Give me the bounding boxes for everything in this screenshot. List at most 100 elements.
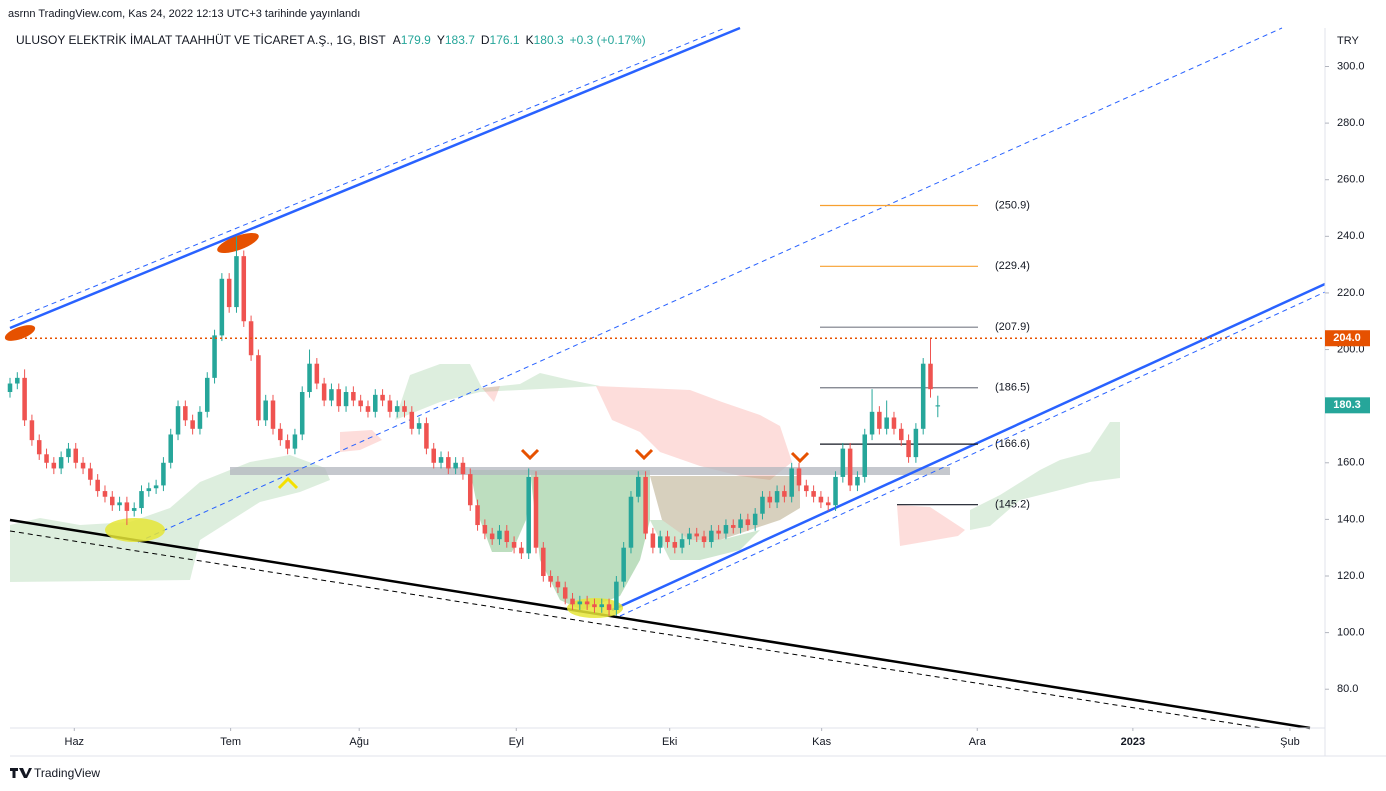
candle-body xyxy=(511,542,517,548)
candle-body xyxy=(913,428,919,458)
candle-body xyxy=(899,428,904,441)
candle-body xyxy=(606,604,612,610)
candle-body xyxy=(373,394,378,412)
candle-body xyxy=(694,533,699,537)
candle-body xyxy=(628,496,634,548)
y-tick-label: 200.0 xyxy=(1337,343,1365,355)
candle-body xyxy=(95,479,100,492)
price-badge-label: 204.0 xyxy=(1333,332,1361,344)
candle-body xyxy=(139,491,144,509)
candle-body xyxy=(650,533,656,548)
candle-body xyxy=(204,377,210,412)
candle-body xyxy=(723,525,729,534)
candle-body xyxy=(168,434,173,463)
candle-body xyxy=(329,389,334,401)
candle-body xyxy=(782,491,787,497)
candle-body xyxy=(15,377,20,384)
candle-body xyxy=(131,508,137,511)
candle-body xyxy=(321,383,327,401)
x-tick-label: Haz xyxy=(65,736,85,748)
candle-body xyxy=(431,448,436,463)
candle-body xyxy=(278,428,283,441)
candle-body xyxy=(745,519,751,526)
currency: TRY xyxy=(1337,35,1359,47)
candle-body xyxy=(541,547,546,576)
candle-body xyxy=(73,448,79,463)
candle-body xyxy=(884,417,889,429)
price-badge xyxy=(1325,330,1370,347)
candle-body xyxy=(44,454,49,463)
x-tick-label: 2023 xyxy=(1121,736,1145,748)
candle-body xyxy=(577,601,583,605)
candle-body xyxy=(475,505,480,526)
candle-body xyxy=(292,434,298,449)
candle-body xyxy=(533,476,539,548)
candle-body xyxy=(351,392,356,401)
candle-body xyxy=(709,530,714,543)
fib-label: (166.6) xyxy=(995,438,1030,450)
candle-body xyxy=(161,462,166,486)
candle-body xyxy=(738,519,743,528)
candle-body xyxy=(774,491,780,503)
candle-body xyxy=(570,598,575,605)
candle-body xyxy=(285,440,290,449)
legend: ULUSOY ELEKTRİK İMALAT TAAHHÜT VE TİCARE… xyxy=(16,33,646,47)
candle-body xyxy=(80,462,86,469)
x-tick-label: Tem xyxy=(220,736,241,748)
candle-body xyxy=(789,468,794,497)
candle-body xyxy=(467,474,473,506)
x-tick-label: Ara xyxy=(969,736,987,748)
candle-body xyxy=(657,536,663,548)
candle-body xyxy=(146,488,152,492)
candle-body xyxy=(687,533,692,540)
candle-body xyxy=(920,363,926,429)
candle-body xyxy=(796,468,802,486)
candle-body xyxy=(197,411,203,429)
candle-body xyxy=(862,434,868,477)
candle-body xyxy=(226,278,232,308)
candle-body xyxy=(88,468,93,480)
candle-body xyxy=(256,355,261,421)
candle-body xyxy=(489,533,495,540)
fib-label: (186.5) xyxy=(995,382,1030,394)
candle-body xyxy=(453,462,458,469)
candle-body xyxy=(760,496,765,514)
candle-body xyxy=(679,539,685,548)
candle-body xyxy=(665,536,670,543)
support-zone xyxy=(230,467,950,475)
candle-body xyxy=(270,400,276,429)
candle-body xyxy=(548,575,553,582)
candle-body xyxy=(102,491,108,497)
candle-body xyxy=(7,383,13,393)
candle-body xyxy=(928,363,933,390)
last-price-badge xyxy=(1325,397,1370,414)
candle-body xyxy=(847,448,853,486)
y-tick-label: 260.0 xyxy=(1337,174,1365,186)
candle-body xyxy=(818,496,824,503)
candle-body xyxy=(219,278,225,336)
candle-body xyxy=(584,601,590,605)
candle-body xyxy=(416,423,422,429)
candle-body xyxy=(811,491,816,497)
candle-body xyxy=(804,485,809,492)
candle-body xyxy=(446,457,451,469)
candle-body xyxy=(482,525,488,534)
candle-body xyxy=(877,411,882,429)
candle-body xyxy=(241,256,247,322)
candle-body xyxy=(672,542,678,548)
candle-body xyxy=(840,448,846,477)
candle-body xyxy=(592,604,597,608)
candle-body xyxy=(497,530,502,540)
candle-body xyxy=(614,581,619,610)
candle-body xyxy=(730,525,736,528)
candle-body xyxy=(175,406,181,435)
fib-label: (229.4) xyxy=(995,260,1030,272)
candle-body xyxy=(299,392,305,435)
candle-body xyxy=(183,406,188,421)
candle-body xyxy=(833,476,838,506)
candle-body xyxy=(891,417,897,429)
header: asrnn TradingView.com, Kas 24, 2022 12:1… xyxy=(8,8,360,20)
candle-body xyxy=(855,476,860,486)
